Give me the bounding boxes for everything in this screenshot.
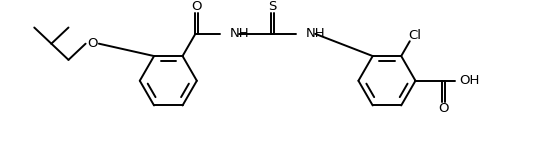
Text: O: O: [438, 102, 448, 115]
Text: O: O: [191, 0, 202, 13]
Text: NH: NH: [306, 27, 325, 40]
Text: OH: OH: [459, 74, 479, 87]
Text: S: S: [268, 0, 276, 13]
Text: NH: NH: [229, 27, 249, 40]
Text: Cl: Cl: [408, 29, 421, 42]
Text: O: O: [87, 37, 97, 50]
